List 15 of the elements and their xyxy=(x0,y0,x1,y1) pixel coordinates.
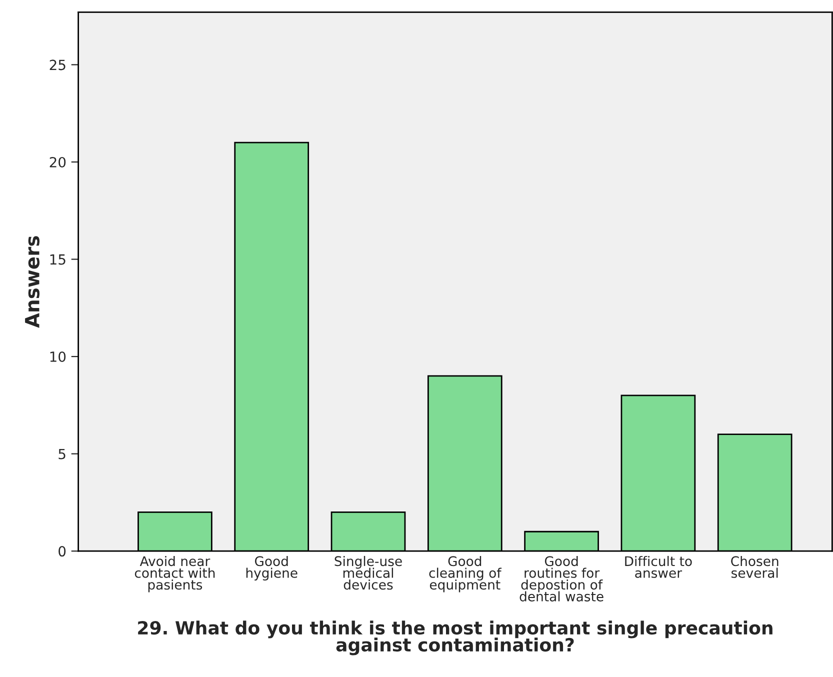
y-axis-title: Answers xyxy=(25,236,40,328)
x-tick-label: Single-use medical devices xyxy=(334,556,402,590)
y-tick-label: 25 xyxy=(50,60,66,70)
x-tick-label: Chosen several xyxy=(731,556,778,578)
y-tick-label: 20 xyxy=(50,156,66,168)
x-tick-label: Avoid near contact with pasients xyxy=(134,556,215,592)
x-tick-label: Good cleaning of equipment xyxy=(429,556,502,592)
y-tick-label: 5 xyxy=(58,448,66,460)
y-tick-label: 0 xyxy=(58,546,66,557)
y-tick-label: 10 xyxy=(50,352,66,362)
x-tick-label: Good hygiene xyxy=(246,556,298,580)
x-tick-label: Difficult to answer xyxy=(625,556,692,578)
y-tick-label: 15 xyxy=(50,254,66,265)
x-tick-label: Good routines for depostion of dental waste xyxy=(520,556,604,602)
x-axis-title: 29. What do you think is the most important single precaution against contamination? xyxy=(138,620,772,656)
